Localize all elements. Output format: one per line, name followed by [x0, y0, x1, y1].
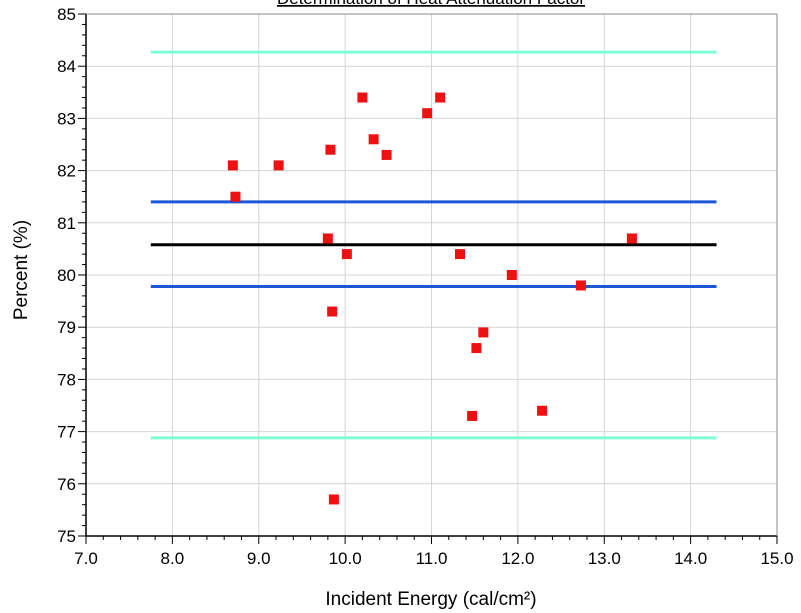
data-point	[471, 343, 482, 354]
data-point	[230, 191, 241, 202]
data-point	[467, 410, 478, 421]
data-point	[273, 160, 284, 171]
x-tick-label: 14.0	[674, 549, 707, 568]
y-tick-label: 80	[57, 266, 76, 285]
data-point	[506, 270, 517, 280]
x-tick-label: 13.0	[588, 549, 621, 568]
x-tick-label: 9.0	[247, 549, 271, 568]
data-point	[325, 144, 336, 155]
data-point	[381, 149, 392, 160]
data-point	[455, 249, 466, 260]
data-points	[227, 92, 637, 505]
data-point	[327, 306, 338, 317]
y-tick-label: 82	[57, 162, 76, 181]
data-point	[626, 233, 637, 244]
data-point	[422, 108, 433, 119]
y-axis-title: Percent (%)	[11, 220, 32, 320]
x-tick-label: 11.0	[416, 549, 448, 568]
y-tick-label: 81	[57, 214, 76, 233]
y-tick-label: 83	[57, 109, 76, 128]
x-axis-title: Incident Energy (cal/cm²)	[325, 589, 536, 610]
y-tick-label: 85	[57, 5, 76, 24]
data-point	[435, 92, 446, 103]
data-point	[341, 249, 352, 260]
y-tick-label: 77	[57, 423, 76, 442]
ticks: 7.0 8.0 9.0 10.0 11.0 12.0 13.0 14.0 15.0 75 76 77 7…	[57, 5, 793, 568]
data-point	[478, 327, 489, 338]
x-tick-label: 12.0	[501, 549, 534, 568]
y-tick-label: 79	[57, 318, 76, 337]
reference-lines	[150, 50, 717, 440]
data-point	[227, 160, 238, 171]
data-point	[537, 405, 548, 416]
grid	[86, 14, 777, 536]
x-tick-label: 15.0	[760, 549, 793, 568]
data-point	[368, 134, 379, 145]
data-point	[322, 233, 333, 244]
data-point	[357, 92, 368, 103]
data-point	[575, 280, 586, 291]
y-tick-label: 84	[57, 57, 76, 76]
chart-title: Determination of Heat Attenuation Factor	[277, 0, 585, 8]
y-tick-label: 76	[57, 475, 76, 494]
data-point	[328, 494, 339, 505]
x-tick-label: 8.0	[161, 549, 185, 568]
y-tick-label: 78	[57, 370, 76, 389]
x-tick-label: 7.0	[74, 549, 98, 568]
x-tick-label: 10.0	[329, 549, 362, 568]
y-tick-label: 75	[57, 527, 76, 546]
